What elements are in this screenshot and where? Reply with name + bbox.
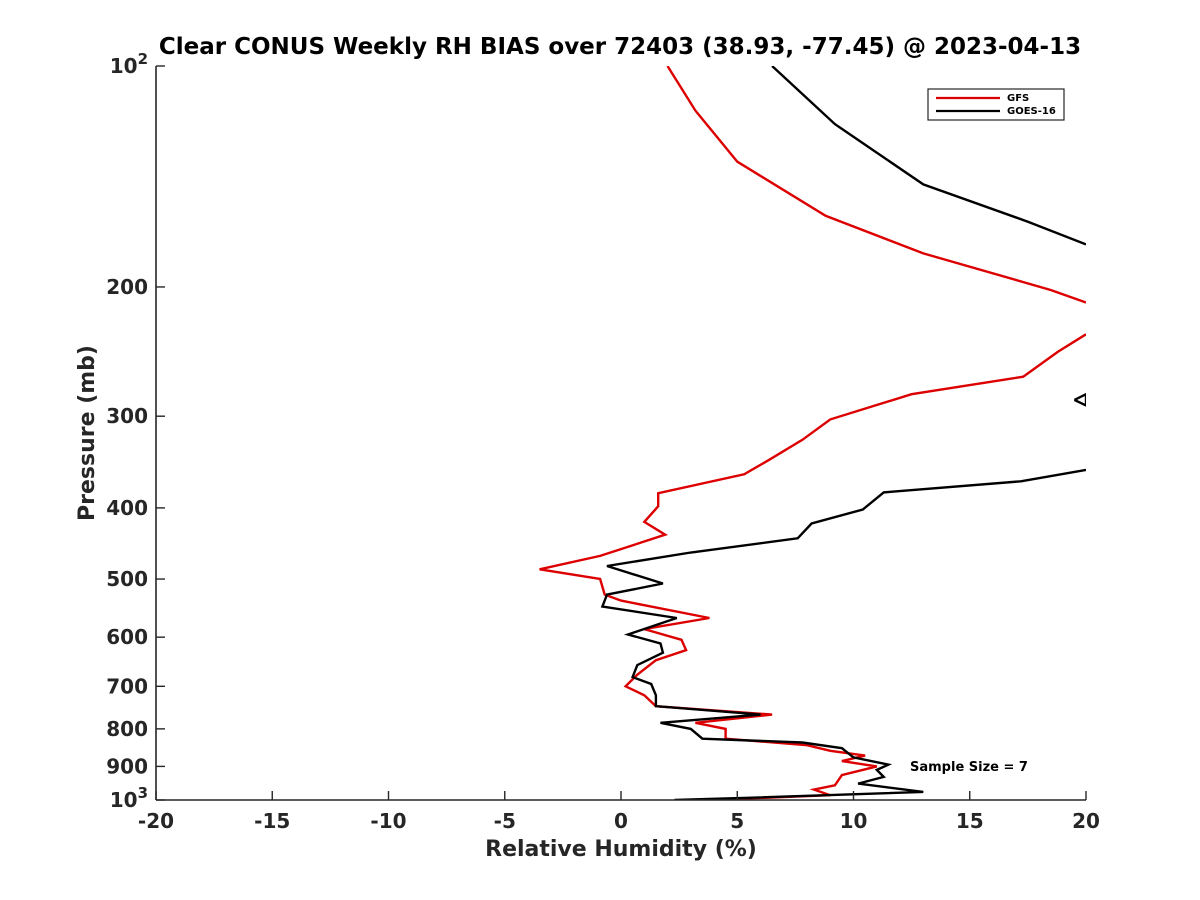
y-tick-label: 200: [106, 275, 148, 299]
x-tick-label: -5: [494, 809, 516, 833]
x-tick-label: 20: [1072, 809, 1100, 833]
y-tick-label: 500: [106, 567, 148, 591]
y-tick-exponent: 2: [138, 50, 148, 68]
plot-area: -20 -15 -10 -5 0 5 10 15 20 10220030040050060070…: [106, 50, 1100, 833]
y-tick-label: 900: [106, 754, 148, 778]
y-tick-exponent: 3: [138, 784, 148, 802]
x-tick-label: 0: [614, 809, 628, 833]
x-tick-label: 10: [840, 809, 868, 833]
y-tick-label: 700: [106, 674, 148, 698]
legend: GFS GOES-16: [927, 88, 1065, 121]
y-tick-label: 800: [106, 717, 148, 741]
x-tick-label: -10: [370, 809, 406, 833]
x-tick-label: -20: [138, 809, 174, 833]
y-tick-label: 400: [106, 496, 148, 520]
x-ticks: -20 -15 -10 -5 0 5 10 15 20: [138, 791, 1100, 833]
y-tick-base: 10: [110, 54, 138, 78]
series-line-gfs: [539, 333, 1086, 800]
x-tick-label: 5: [730, 809, 744, 833]
x-axis-title: Relative Humidity (%): [485, 837, 757, 862]
y-axis-title: Pressure (mb): [75, 345, 100, 521]
legend-label-gfs: GFS: [1007, 93, 1029, 104]
y-tick-label: 600: [106, 625, 148, 649]
y-tick-label: 103: [110, 784, 148, 812]
y-tick-label: 102: [110, 50, 148, 78]
chart-title: Clear CONUS Weekly RH BIAS over 72403 (3…: [159, 34, 1081, 60]
sample-size-annotation: Sample Size = 7: [910, 760, 1028, 775]
series-line-gfs: [666, 66, 1086, 304]
legend-label-goes16: GOES-16: [1007, 106, 1056, 117]
plot-background: [156, 66, 1086, 800]
y-tick-label: 300: [106, 404, 148, 428]
series-line-goes-16: [600, 468, 1086, 800]
legend-box: [927, 88, 1065, 121]
y-tick-base: 10: [110, 788, 138, 812]
series-line-goes-16: [771, 66, 1086, 246]
x-tick-label: 15: [956, 809, 984, 833]
series-layer: [539, 66, 1086, 800]
series-line-goes-16: [1073, 392, 1086, 407]
x-tick-label: -15: [254, 809, 290, 833]
